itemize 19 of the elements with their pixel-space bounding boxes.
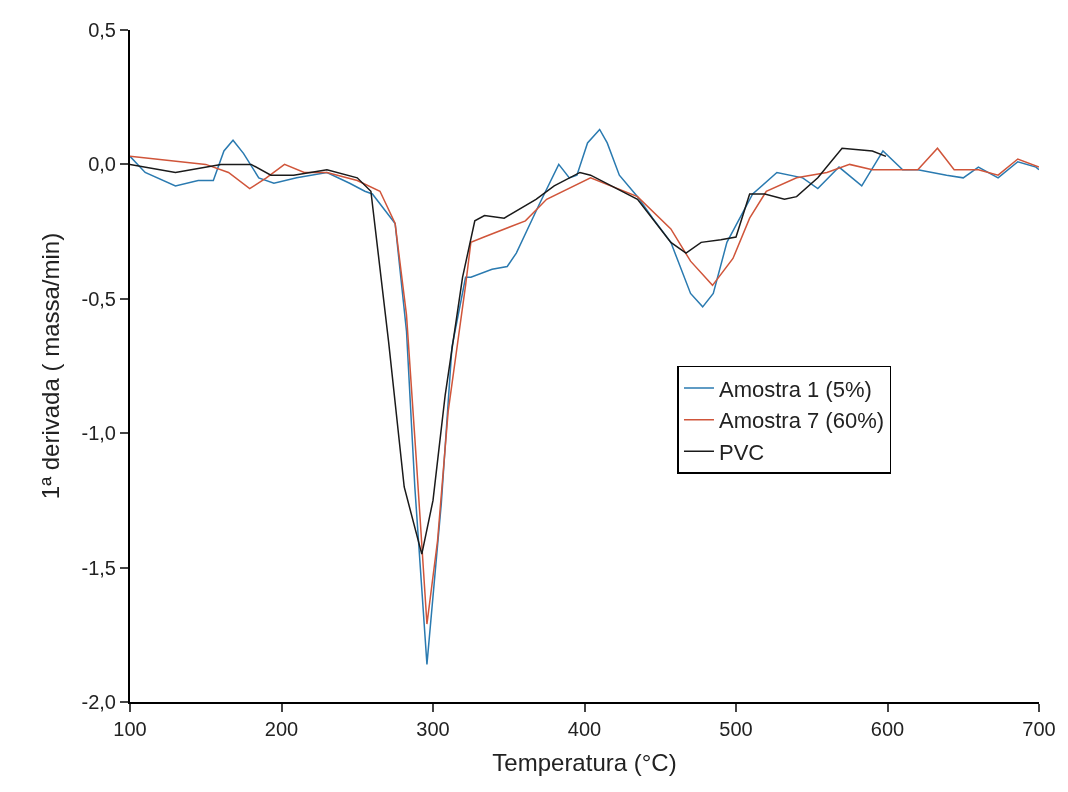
legend-label: PVC	[718, 439, 765, 465]
x-tick-label: 100	[113, 718, 147, 740]
x-tick-label: 700	[1022, 718, 1056, 740]
y-tick-label: -1,5	[81, 556, 116, 579]
legend-label: Amostra 1 (5%)	[718, 376, 872, 402]
x-tick-label: 600	[870, 718, 905, 740]
y-tick-label: 0,5	[88, 19, 116, 41]
y-tick-label: -2,0	[81, 691, 116, 713]
x-tick-label: 300	[416, 718, 450, 740]
legend-label: Amostra 7 (60%)	[718, 408, 885, 434]
y-tick-label: 0,0	[88, 153, 116, 176]
x-axis-title: Temperatura (°C)	[492, 748, 677, 776]
y-tick-label: -0,5	[81, 287, 116, 310]
x-tick-label: 400	[567, 718, 602, 740]
x-tick-label: 500	[719, 718, 753, 740]
y-axis-title: 1ª derivada ( massa/min)	[37, 232, 65, 500]
y-tick-label: -1,0	[81, 422, 116, 445]
line-series	[130, 147, 887, 555]
x-tick-label: 200	[264, 718, 299, 740]
